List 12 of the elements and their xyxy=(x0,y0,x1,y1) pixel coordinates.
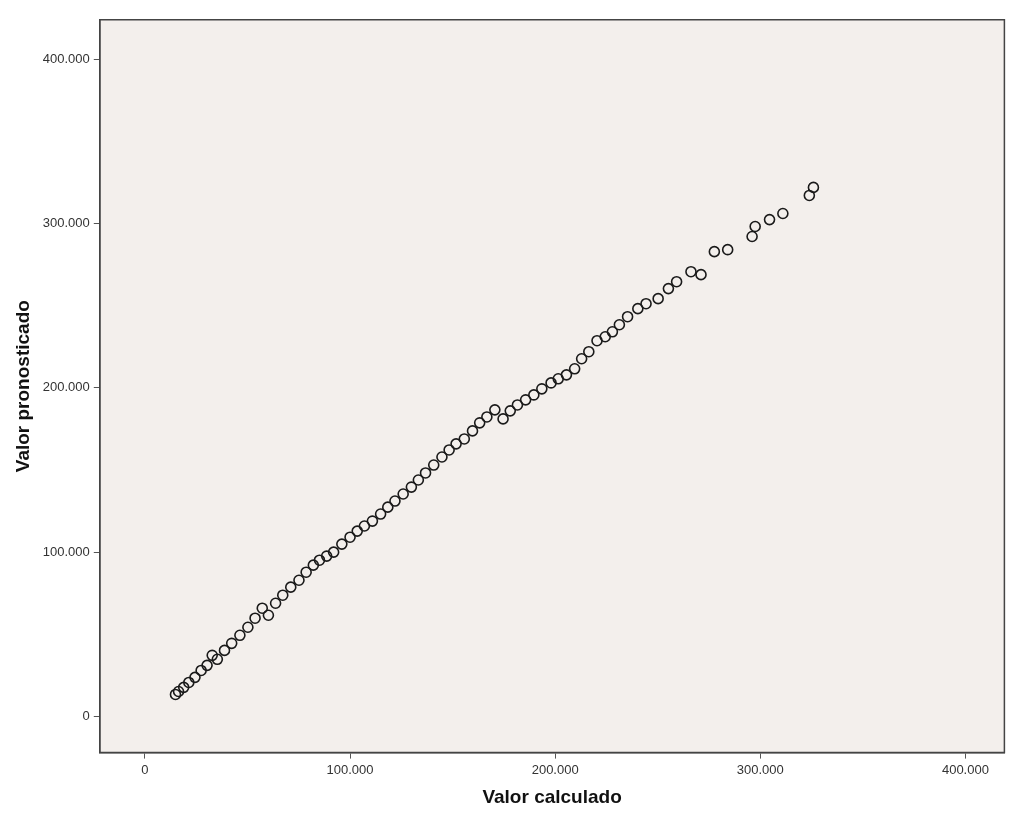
y-axis-title: Valor pronosticado xyxy=(11,300,33,473)
x-tick-label: 0 xyxy=(141,761,149,777)
x-tick-label: 400.000 xyxy=(941,761,989,777)
x-axis-title: Valor calculado xyxy=(482,785,622,807)
x-tick-label: 200.000 xyxy=(531,761,579,777)
x-tick-label: 100.000 xyxy=(326,761,374,777)
y-tick-label: 0 xyxy=(82,708,90,724)
y-tick-label: 200.000 xyxy=(42,379,90,395)
y-tick-label: 300.000 xyxy=(42,215,90,231)
y-tick-label: 400.000 xyxy=(42,50,90,66)
y-tick-label: 100.000 xyxy=(42,543,90,559)
x-tick-label: 300.000 xyxy=(736,761,784,777)
